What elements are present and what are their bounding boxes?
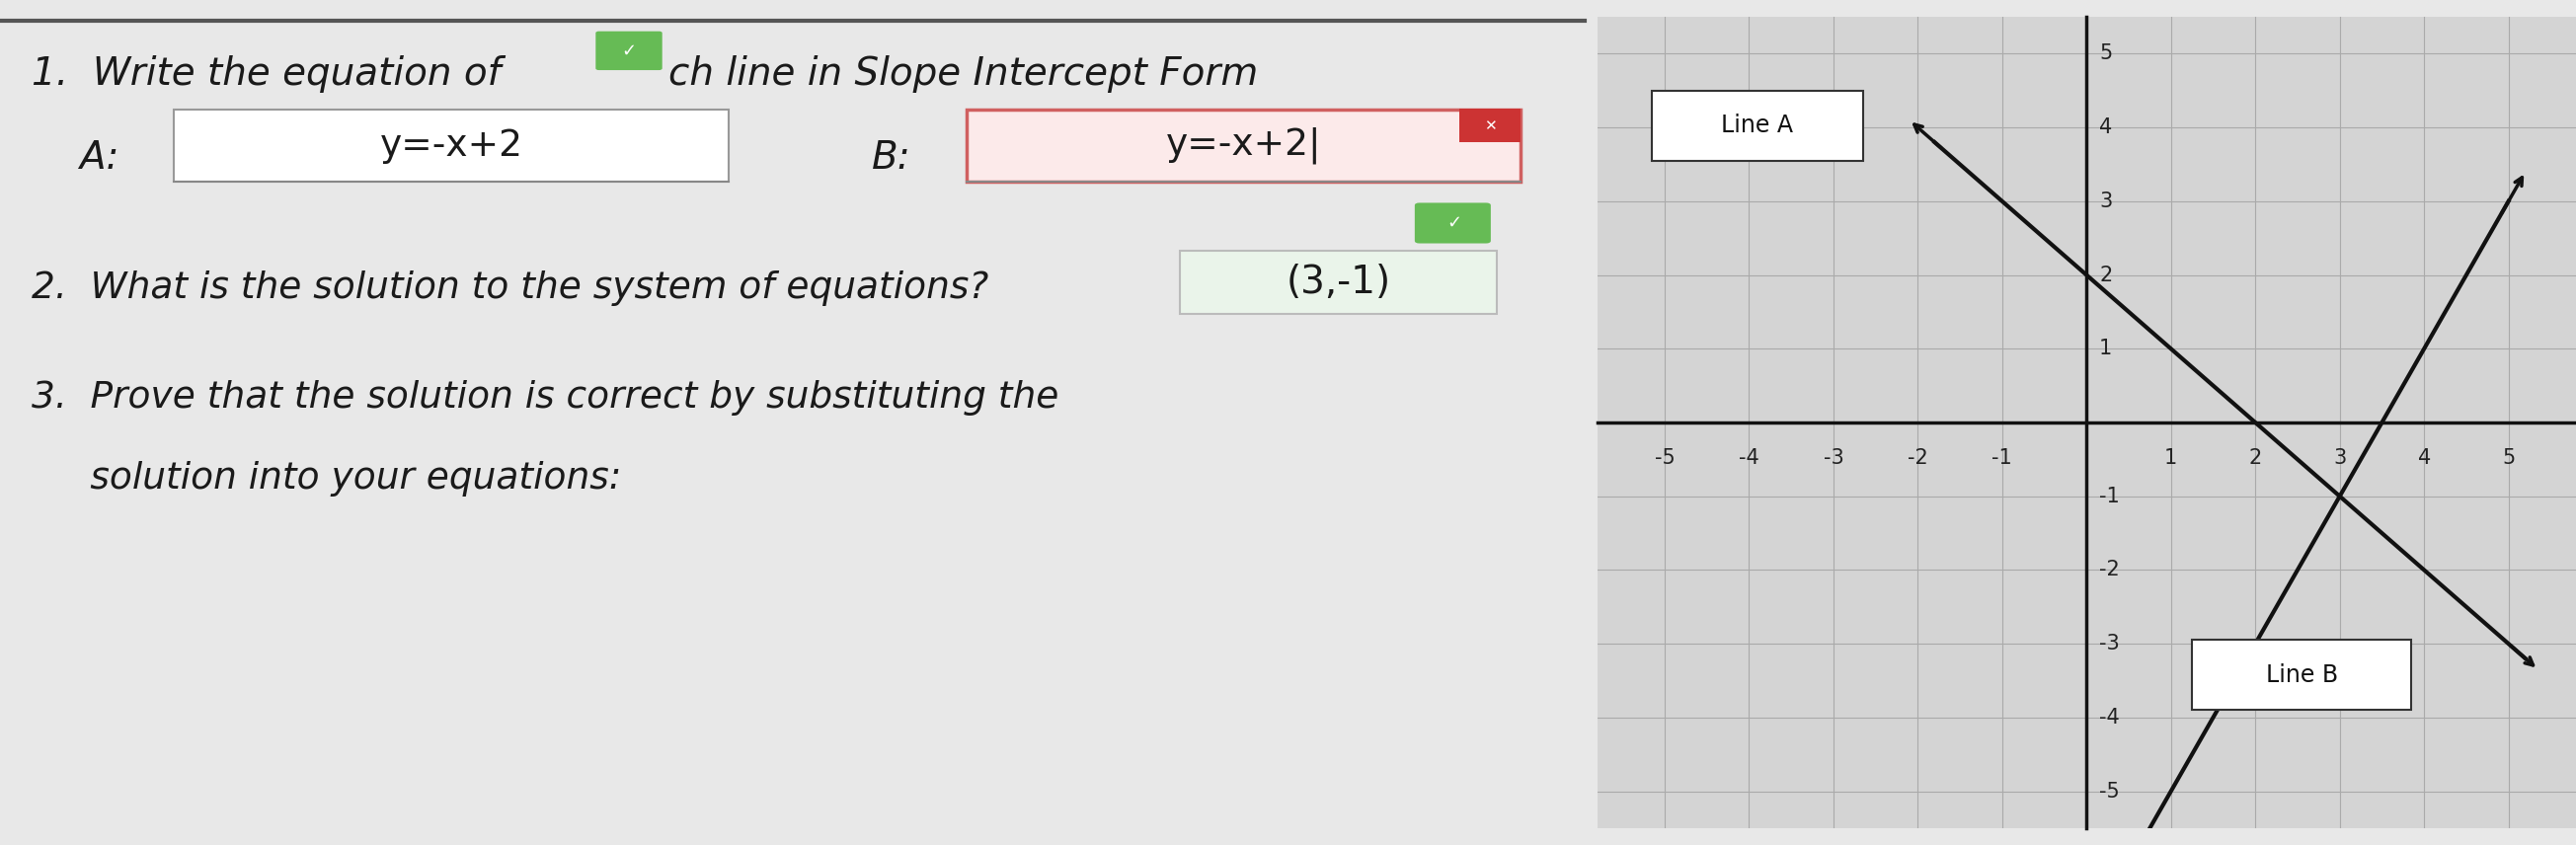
Text: ✕: ✕: [1484, 118, 1497, 133]
Text: ch line in Slope Intercept Form: ch line in Slope Intercept Form: [670, 55, 1257, 92]
Text: Line A: Line A: [1721, 114, 1793, 138]
Text: A:: A:: [80, 139, 118, 177]
Text: 3.  Prove that the solution is correct by substituting the: 3. Prove that the solution is correct by…: [31, 380, 1059, 416]
Text: ✓: ✓: [1448, 214, 1461, 232]
Text: (3,-1): (3,-1): [1285, 264, 1391, 302]
Text: 1: 1: [2099, 339, 2112, 358]
Text: -2: -2: [2099, 560, 2120, 580]
Text: -3: -3: [1824, 449, 1844, 468]
Text: 1: 1: [2164, 449, 2177, 468]
Text: 1.  Write the equation of: 1. Write the equation of: [31, 55, 513, 92]
Text: y=-x+2|: y=-x+2|: [1167, 128, 1321, 164]
Text: 4: 4: [2416, 449, 2432, 468]
Text: -1: -1: [1991, 449, 2012, 468]
FancyBboxPatch shape: [2192, 640, 2411, 710]
Text: ✓: ✓: [621, 41, 636, 60]
Text: 2.  What is the solution to the system of equations?: 2. What is the solution to the system of…: [31, 270, 989, 306]
Text: 4: 4: [2099, 117, 2112, 138]
Text: 2: 2: [2099, 265, 2112, 285]
Text: -4: -4: [2099, 707, 2120, 728]
Text: 5: 5: [2501, 449, 2514, 468]
Text: B:: B:: [871, 139, 909, 177]
FancyBboxPatch shape: [1180, 251, 1497, 314]
Text: 3: 3: [2099, 191, 2112, 211]
Text: Line B: Line B: [2267, 663, 2339, 687]
FancyBboxPatch shape: [966, 110, 1520, 182]
Text: 3: 3: [2334, 449, 2347, 468]
Text: -2: -2: [1909, 449, 1927, 468]
Text: -1: -1: [2099, 487, 2120, 506]
FancyBboxPatch shape: [175, 110, 729, 182]
FancyBboxPatch shape: [1414, 203, 1492, 243]
Text: -5: -5: [2099, 782, 2120, 801]
FancyBboxPatch shape: [595, 31, 662, 70]
Text: solution into your equations:: solution into your equations:: [31, 461, 621, 496]
Text: y=-x+2: y=-x+2: [379, 128, 523, 164]
FancyBboxPatch shape: [1458, 109, 1520, 142]
Text: -3: -3: [2099, 634, 2120, 654]
Text: 2: 2: [2249, 449, 2262, 468]
Text: 5: 5: [2099, 44, 2112, 63]
Text: -5: -5: [1654, 449, 1674, 468]
FancyBboxPatch shape: [1651, 90, 1862, 161]
Text: -4: -4: [1739, 449, 1759, 468]
